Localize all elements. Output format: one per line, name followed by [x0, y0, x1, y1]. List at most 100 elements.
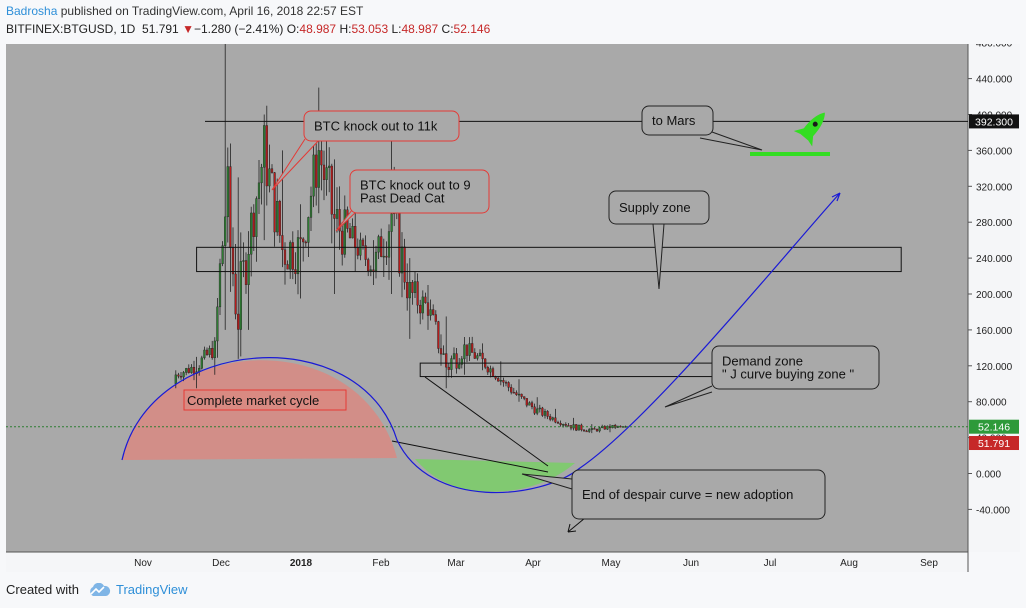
- candle-body[interactable]: [510, 387, 513, 393]
- j-curve[interactable]: [121, 192, 841, 494]
- candle-body[interactable]: [471, 343, 474, 353]
- candle-body[interactable]: [226, 166, 229, 218]
- candle-body[interactable]: [221, 245, 224, 264]
- candle-body[interactable]: [328, 165, 331, 168]
- candle-body[interactable]: [556, 422, 560, 424]
- candle-body[interactable]: [317, 150, 320, 188]
- candle-body[interactable]: [299, 237, 302, 240]
- candle-body[interactable]: [541, 407, 544, 416]
- candle-body[interactable]: [382, 255, 385, 258]
- candle-body[interactable]: [489, 368, 492, 373]
- candle-body[interactable]: [257, 182, 261, 199]
- candle-body[interactable]: [504, 382, 508, 384]
- candle-body[interactable]: [559, 423, 562, 426]
- candle-body[interactable]: [481, 352, 484, 360]
- candle-body[interactable]: [322, 164, 326, 180]
- candle-body[interactable]: [348, 228, 352, 239]
- candle-body[interactable]: [367, 259, 370, 271]
- candle-body[interactable]: [265, 125, 268, 187]
- candle-body[interactable]: [512, 392, 515, 394]
- candle-body[interactable]: [455, 353, 458, 369]
- candle-body[interactable]: [281, 235, 284, 251]
- candle-body[interactable]: [374, 251, 378, 272]
- price-axis[interactable]: [968, 44, 1020, 552]
- candle-body[interactable]: [237, 313, 240, 330]
- candle-body[interactable]: [273, 172, 276, 233]
- candle-body[interactable]: [244, 260, 248, 285]
- candle-body[interactable]: [385, 255, 388, 258]
- candle-body[interactable]: [208, 348, 211, 355]
- candle-body[interactable]: [432, 309, 435, 315]
- candle-body[interactable]: [530, 402, 534, 408]
- candle-body[interactable]: [330, 165, 333, 215]
- candle-body[interactable]: [341, 230, 344, 255]
- candle-body[interactable]: [515, 392, 518, 395]
- candle-body[interactable]: [567, 425, 570, 427]
- candle-body[interactable]: [408, 282, 411, 299]
- candle-body[interactable]: [577, 424, 580, 431]
- candle-body[interactable]: [400, 246, 404, 274]
- candle-body[interactable]: [320, 150, 323, 166]
- candle-body[interactable]: [546, 411, 549, 417]
- candle-body[interactable]: [434, 314, 437, 322]
- candle-body[interactable]: [263, 125, 266, 168]
- candle-body[interactable]: [174, 374, 177, 384]
- candle-body[interactable]: [231, 247, 235, 275]
- candle-body[interactable]: [528, 402, 531, 406]
- candle-body[interactable]: [442, 353, 445, 355]
- candle-body[interactable]: [338, 209, 341, 232]
- candle-body[interactable]: [289, 242, 292, 270]
- candle-body[interactable]: [250, 212, 253, 255]
- callout-cycle-box[interactable]: [183, 389, 347, 411]
- candle-body[interactable]: [429, 309, 432, 316]
- callout-despair-box[interactable]: [571, 469, 826, 520]
- candle-body[interactable]: [426, 302, 430, 316]
- candle-body[interactable]: [554, 417, 557, 423]
- candle-body[interactable]: [421, 296, 424, 314]
- candle-body[interactable]: [403, 246, 406, 283]
- candle-body[interactable]: [182, 372, 185, 378]
- candle-body[interactable]: [343, 209, 346, 255]
- callout-demand-box[interactable]: [711, 345, 880, 390]
- candle-body[interactable]: [377, 236, 380, 253]
- candle-body[interactable]: [411, 282, 414, 293]
- candle-body[interactable]: [361, 239, 365, 246]
- candle-body[interactable]: [302, 238, 305, 243]
- candle-body[interactable]: [478, 352, 482, 356]
- candle-body[interactable]: [491, 368, 495, 377]
- supply-zone-rect[interactable]: [196, 246, 902, 273]
- candle-body[interactable]: [205, 349, 209, 355]
- candle-body[interactable]: [242, 260, 245, 262]
- candle-body[interactable]: [387, 231, 391, 258]
- candle-body[interactable]: [582, 429, 586, 432]
- candle-body[interactable]: [595, 428, 599, 432]
- time-axis[interactable]: [6, 552, 968, 572]
- candle-body[interactable]: [179, 375, 183, 378]
- candle-body[interactable]: [406, 282, 409, 299]
- candle-body[interactable]: [200, 357, 203, 369]
- callout-supply-box[interactable]: [608, 190, 710, 225]
- callout-to-mars-box[interactable]: [641, 105, 714, 136]
- candle-body[interactable]: [603, 426, 606, 430]
- candle-body[interactable]: [216, 306, 219, 342]
- candle-body[interactable]: [229, 166, 232, 249]
- candle-body[interactable]: [309, 195, 313, 218]
- candle-body[interactable]: [192, 366, 196, 374]
- candle-body[interactable]: [468, 343, 471, 356]
- candle-body[interactable]: [439, 348, 443, 355]
- candle-body[interactable]: [580, 424, 583, 431]
- chart-frame[interactable]: BTC knock out to 11k BTC knock out to 9 Pa…: [6, 39, 1020, 572]
- candle-body[interactable]: [523, 396, 526, 399]
- candle-body[interactable]: [252, 212, 255, 237]
- candle-body[interactable]: [325, 167, 328, 180]
- candle-body[interactable]: [590, 428, 593, 430]
- candle-body[interactable]: [543, 411, 547, 416]
- candle-body[interactable]: [270, 168, 274, 173]
- candle-body[interactable]: [538, 407, 541, 410]
- candle-body[interactable]: [291, 242, 294, 270]
- candle-body[interactable]: [356, 247, 359, 256]
- candle-body[interactable]: [507, 382, 510, 388]
- candle-body[interactable]: [380, 236, 383, 257]
- candle-body[interactable]: [369, 269, 372, 271]
- candle-body[interactable]: [224, 216, 227, 246]
